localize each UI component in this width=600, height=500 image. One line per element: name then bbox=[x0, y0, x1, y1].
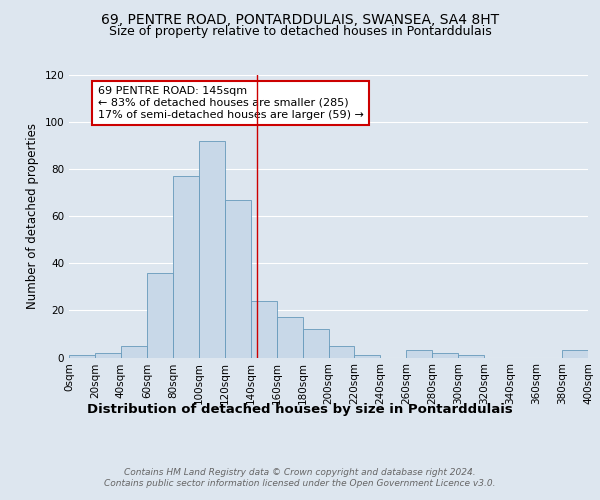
Bar bbox=[69, 355, 95, 358]
Text: 69, PENTRE ROAD, PONTARDDULAIS, SWANSEA, SA4 8HT: 69, PENTRE ROAD, PONTARDDULAIS, SWANSEA,… bbox=[101, 12, 499, 26]
Bar bbox=[432, 353, 458, 358]
Y-axis label: Number of detached properties: Number of detached properties bbox=[26, 123, 39, 309]
Text: Size of property relative to detached houses in Pontarddulais: Size of property relative to detached ho… bbox=[109, 25, 491, 38]
Bar bbox=[251, 301, 277, 358]
Bar bbox=[95, 353, 121, 358]
Bar bbox=[355, 355, 380, 358]
Bar bbox=[406, 350, 432, 358]
Bar bbox=[277, 318, 302, 358]
Text: 69 PENTRE ROAD: 145sqm
← 83% of detached houses are smaller (285)
17% of semi-de: 69 PENTRE ROAD: 145sqm ← 83% of detached… bbox=[98, 86, 364, 120]
Bar bbox=[147, 273, 173, 357]
Bar bbox=[562, 350, 588, 358]
Bar bbox=[329, 346, 355, 358]
Bar bbox=[458, 355, 484, 358]
Text: Distribution of detached houses by size in Pontarddulais: Distribution of detached houses by size … bbox=[87, 402, 513, 415]
Bar bbox=[199, 141, 224, 358]
Bar bbox=[225, 200, 251, 358]
Bar bbox=[302, 329, 329, 358]
Text: Contains HM Land Registry data © Crown copyright and database right 2024.
Contai: Contains HM Land Registry data © Crown c… bbox=[104, 468, 496, 487]
Bar bbox=[173, 176, 199, 358]
Bar bbox=[121, 346, 147, 358]
